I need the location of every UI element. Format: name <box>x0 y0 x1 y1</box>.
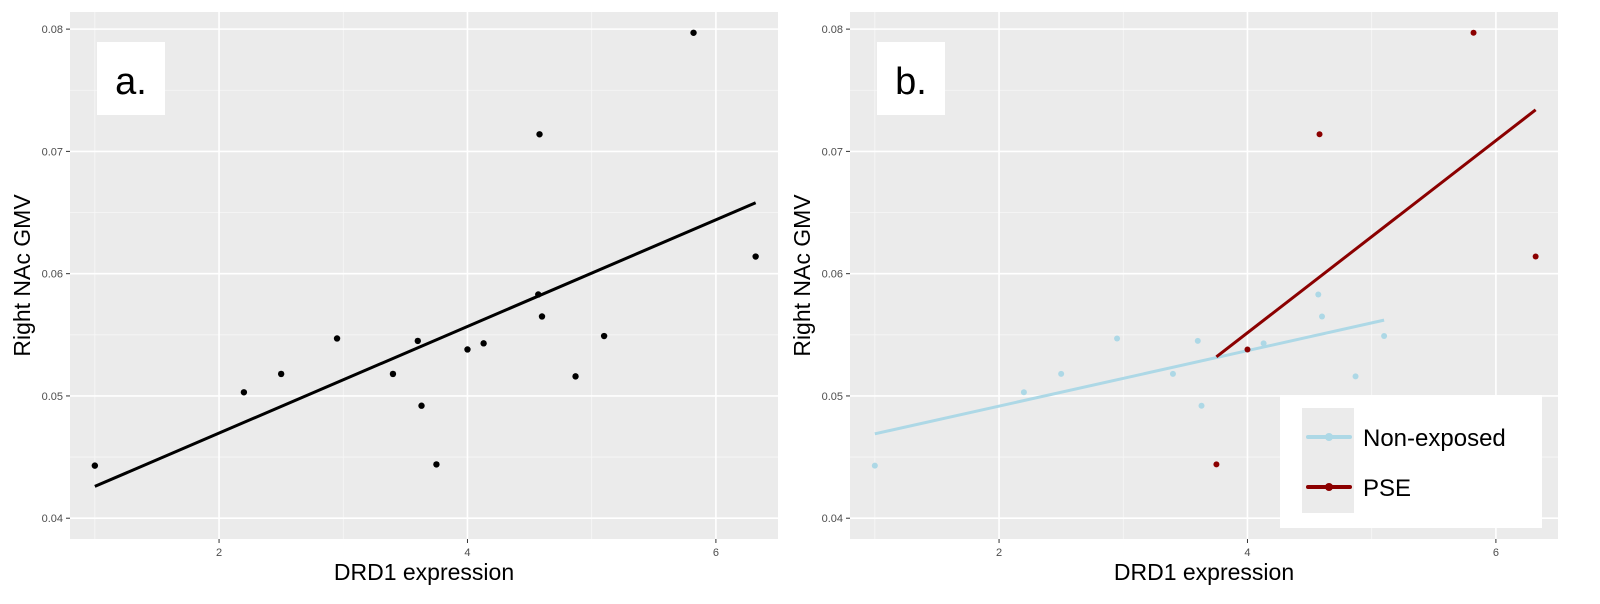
data-point <box>536 131 543 138</box>
fit-line <box>94 201 757 488</box>
data-point <box>464 346 471 353</box>
data-point-non-exposed <box>1169 370 1176 377</box>
data-point <box>572 373 579 380</box>
fit-line-non-exposed <box>874 318 1385 436</box>
y-tick-label: 0.07 <box>42 146 63 158</box>
data-point-pse <box>1470 29 1477 36</box>
panel-b: 2 4 6 0.04 0.05 0.06 0.07 0.08 b. DRD1 expressi… <box>789 12 1558 585</box>
panel-label: b. <box>895 61 927 103</box>
data-point <box>480 340 487 347</box>
x-tick-label: 4 <box>1244 547 1250 559</box>
x-axis-title: DRD1 expression <box>1114 559 1294 585</box>
data-point-non-exposed <box>1194 337 1201 344</box>
data-point <box>535 291 542 298</box>
y-tick-label: 0.07 <box>822 146 843 158</box>
data-point <box>433 461 440 468</box>
data-point <box>690 29 697 36</box>
x-tick-label: 6 <box>1493 547 1499 559</box>
legend-dot-pse <box>1325 483 1333 491</box>
legend: Non-exposed PSE <box>1280 395 1542 528</box>
data-point <box>333 335 341 342</box>
data-point-non-exposed <box>1260 340 1267 347</box>
data-point <box>752 253 759 260</box>
y-tick-label: 0.08 <box>822 24 843 36</box>
y-tick-label: 0.06 <box>822 269 843 281</box>
fit-line-pse <box>1215 108 1537 358</box>
data-point-non-exposed <box>1114 335 1121 342</box>
y-tick-label: 0.04 <box>822 513 843 525</box>
panel-a: 2 4 6 0.04 0.05 0.06 0.07 0.08 a. DRD1 expressi… <box>9 12 778 585</box>
y-tick-label: 0.05 <box>822 391 843 403</box>
x-tick-label: 2 <box>996 547 1002 559</box>
y-tick-label: 0.06 <box>42 269 63 281</box>
data-point <box>389 370 397 378</box>
tick-labels: 2 4 6 0.04 0.05 0.06 0.07 0.08 <box>42 24 719 559</box>
data-points <box>871 29 1539 469</box>
data-point <box>538 313 546 320</box>
fit-lines <box>94 201 757 488</box>
data-point-non-exposed <box>1198 402 1205 409</box>
x-tick-label: 6 <box>713 547 719 559</box>
data-point-pse <box>1213 461 1220 468</box>
y-axis-title: Right NAc GMV <box>789 194 815 357</box>
data-point-non-exposed <box>1319 313 1325 320</box>
x-tick-label: 4 <box>464 547 470 559</box>
legend-dot-non-exposed <box>1325 433 1333 441</box>
data-point-pse <box>1244 346 1251 353</box>
data-point <box>414 337 421 345</box>
data-point <box>418 402 425 409</box>
gridlines <box>70 12 778 539</box>
y-tick-label: 0.04 <box>42 513 63 525</box>
data-point <box>600 332 608 340</box>
y-axis-title: Right NAc GMV <box>9 194 35 357</box>
data-point <box>91 462 99 469</box>
data-point-non-exposed <box>1058 370 1065 377</box>
x-tick-label: 2 <box>216 547 222 559</box>
legend-label-pse: PSE <box>1363 475 1411 502</box>
y-tick-label: 0.08 <box>42 24 63 36</box>
data-point <box>240 389 248 396</box>
legend-key-background <box>1302 408 1354 513</box>
panel-label-box <box>97 42 165 115</box>
data-point-non-exposed <box>1352 373 1359 380</box>
data-point-non-exposed <box>871 462 878 469</box>
tick-labels: 2 4 6 0.04 0.05 0.06 0.07 0.08 <box>822 24 1499 559</box>
plot-background <box>70 12 778 539</box>
data-point-non-exposed <box>1020 389 1027 396</box>
gridlines <box>850 12 1558 539</box>
data-point-non-exposed <box>1381 333 1388 340</box>
y-tick-label: 0.05 <box>42 391 63 403</box>
data-point-pse <box>1316 131 1323 138</box>
data-point-pse <box>1532 253 1539 260</box>
data-point-non-exposed <box>1315 291 1322 298</box>
data-point <box>277 370 285 378</box>
panel-label-box <box>877 42 945 115</box>
fit-lines <box>874 108 1537 436</box>
legend-label-non-exposed: Non-exposed <box>1363 425 1506 452</box>
data-points <box>91 29 759 469</box>
panel-label: a. <box>115 61 147 103</box>
x-axis-title: DRD1 expression <box>334 559 514 585</box>
